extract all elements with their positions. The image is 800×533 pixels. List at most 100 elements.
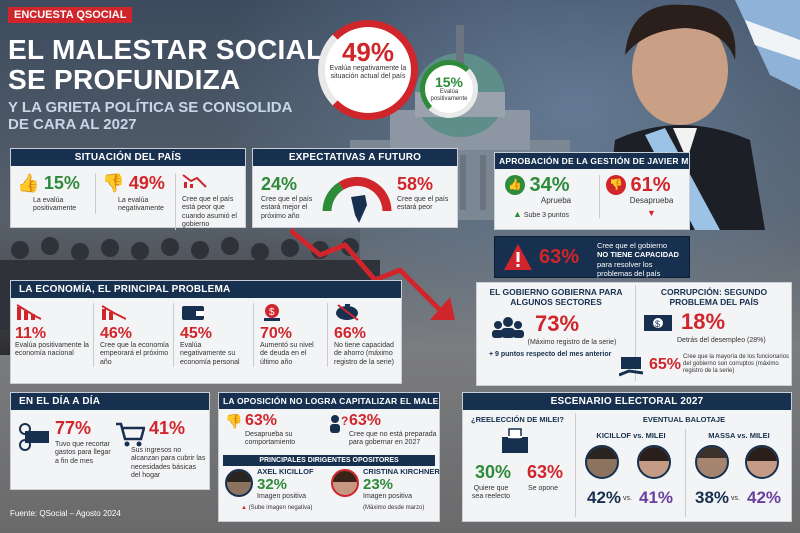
source-footer: Fuente: QSocial – Agosto 2024 [10, 509, 121, 518]
debt-icon: $ [264, 304, 280, 321]
sectores-text: (Máximo registro de la serie) [527, 339, 617, 346]
leader-note: (Sube imagen negativa) [248, 505, 313, 511]
thumbs-down-icon: 👎 [225, 413, 243, 429]
corrupcion-title-line-1: CORRUPCIÓN: SEGUNDO [660, 287, 768, 297]
economia-value: 45% [180, 325, 213, 342]
dia-value: 41% [149, 418, 186, 438]
expectativas-better-value: 24% [261, 174, 298, 194]
piggy-bank-icon [336, 304, 359, 321]
corrupcion-title-line-2: PROBLEMA DEL PAÍS [669, 297, 759, 308]
economia-item: 46% Cree que la economía empeorará el pr… [93, 303, 169, 368]
arrow-down-icon: ▼ [647, 207, 656, 218]
reelection-no-value: 63% [527, 462, 564, 482]
approve-thumbs-up-icon: 👍 [505, 175, 525, 195]
economia-card: LA ECONOMÍA, EL PRINCIPAL PROBLEMA 11% E… [10, 280, 402, 384]
dia-text: Tuvo que recortar gastos para llegar a f… [55, 441, 111, 465]
expectativas-card: EXPECTATIVAS A FUTURO 24% Cree que el pa… [252, 148, 458, 228]
leader-value: 23% [363, 476, 394, 493]
aprobacion-card: APROBACIÓN DE LA GESTIÓN DE JAVIER MILEI… [494, 152, 690, 230]
subtitle-line-2: DE CARA AL 2027 [8, 116, 137, 133]
money-hand-icon [619, 357, 644, 377]
situacion-title: SITUACIÓN DEL PAÍS [11, 149, 245, 166]
hero-negative-value: 49% [341, 37, 395, 67]
oposicion-subtitle: PRINCIPALES DIRIGENTES OPOSITORES [223, 455, 435, 466]
thumbs-up-icon: 👍 [17, 173, 40, 193]
money-bill-icon: $ [644, 315, 672, 331]
situacion-negative-text: La evalúa negativamente [118, 197, 164, 213]
matchup-label: MASSA vs. MILEI [708, 431, 770, 440]
economia-title: LA ECONOMÍA, EL PRINCIPAL PROBLEMA [11, 281, 401, 298]
matchup-right-value: 42% [747, 488, 782, 507]
dia-title: EN EL DÍA A DÍA [11, 393, 209, 410]
oposicion-card: LA OPOSICIÓN NO LOGRA CAPITALIZAR EL MAL… [218, 392, 440, 522]
economia-item: 66% No tiene capacidad de ahorro (máximo… [327, 303, 399, 368]
corrupcion-value: 18% [681, 309, 726, 334]
milei-avatar [745, 445, 779, 479]
aprobacion-title: APROBACIÓN DE LA GESTIÓN DE JAVIER MILEI [495, 153, 689, 169]
capacidad-line-3: para resolver los problemas del país [597, 259, 661, 279]
declining-chart-icon [101, 305, 127, 320]
kicillof-avatar [225, 469, 253, 497]
situacion-negative-value: 49% [128, 173, 165, 193]
oposicion-disapprove-text: Desaprueba su comportamiento [245, 431, 296, 447]
declining-chart-icon [182, 174, 207, 188]
leader-label: Imagen positiva [363, 493, 413, 500]
dia-card: EN EL DÍA A DÍA 77% Tuvo que recortar ga… [10, 392, 210, 490]
expectativas-better-text: Cree que el país estará mejor el próximo… [261, 196, 313, 220]
ballotage-title: EVENTUAL BALOTAJE [642, 415, 726, 424]
economia-value: 70% [260, 325, 293, 342]
situacion-positive-text: La evalúa positivamente [33, 197, 77, 213]
massa-avatar [695, 445, 729, 479]
matchup-vs: vs. [731, 495, 740, 502]
scissors-money-icon [19, 423, 49, 451]
leader-label: Imagen positiva [257, 493, 307, 500]
leader-note: (Máximo desde marzo) [363, 505, 425, 511]
declining-bars-icon [16, 304, 42, 320]
economia-item: 11% Evalúa positivamente la economía nac… [15, 303, 89, 359]
ballot-box-icon [502, 428, 528, 453]
situacion-positive-value: 15% [43, 173, 80, 193]
downward-trend-arrow [290, 228, 455, 320]
title-line-2: SE PROFUNDIZA [8, 64, 241, 95]
approve-value: 34% [529, 174, 570, 196]
leader-name: CRISTINA KIRCHNER [363, 467, 440, 476]
disapprove-thumbs-down-icon: 👎 [606, 175, 626, 195]
capacidad-line-2: NO TIENE CAPACIDAD [597, 250, 679, 260]
economia-item: 45% Evalúa negativamente su economía per… [173, 303, 249, 368]
oposicion-disapprove-value: 63% [245, 412, 278, 429]
hero-positive-value: 15% [434, 74, 464, 90]
page-title: EL MALESTAR SOCIAL SE PROFUNDIZA [8, 35, 323, 95]
group-people-icon [492, 317, 524, 338]
arrow-up-icon: ▲ [241, 505, 247, 511]
economia-value: 11% [15, 325, 47, 342]
svg-text:$: $ [655, 319, 660, 329]
milei-avatar [637, 445, 671, 479]
reelection-question: ¿REELECCIÓN DE MILEI? [471, 415, 564, 424]
approve-change: Sube 3 puntos [523, 211, 570, 219]
sectores-title-line-1: EL GOBIERNO GOBIERNA PARA [489, 287, 623, 297]
expectativas-worse-value: 58% [397, 174, 434, 194]
shopping-cart-icon [116, 422, 145, 447]
reelection-no-text: Se opone [528, 485, 558, 492]
capacidad-card: 63% Cree que el gobierno NO TIENE CAPACI… [494, 236, 690, 278]
title-line-1: EL MALESTAR SOCIAL [8, 34, 324, 65]
disapprove-label: Desaprueba [629, 196, 674, 205]
dia-value: 77% [55, 418, 92, 438]
matchup-left-value: 42% [587, 488, 622, 507]
situacion-worse-text: Cree que el país está peor que cuando as… [182, 196, 237, 229]
leader-value: 32% [257, 476, 288, 493]
corrupcion-text: Detrás del desempleo (28%) [677, 337, 766, 344]
corrupcion-value-2: 65% [649, 356, 682, 373]
economia-value: 46% [100, 325, 133, 342]
economia-text: No tiene capacidad de ahorro (máximo reg… [334, 342, 394, 366]
leader-name: AXEL KICILLOF [257, 467, 314, 476]
hero-positive-text: Evalúa positivamente [430, 89, 468, 103]
approve-label: Aprueba [540, 196, 572, 205]
wallet-icon [182, 306, 204, 320]
warning-icon [504, 244, 532, 270]
economia-text: Aumentó su nivel de deuda en el último a… [260, 342, 314, 366]
reelection-yes-text: Quiere que sea reelecto [471, 485, 511, 501]
economia-text: Cree que la economía empeorará el próxim… [100, 342, 169, 366]
economia-text: Evalúa positivamente la economía naciona… [15, 342, 89, 358]
sectores-title-line-2: ALGUNOS SECTORES [510, 297, 602, 308]
